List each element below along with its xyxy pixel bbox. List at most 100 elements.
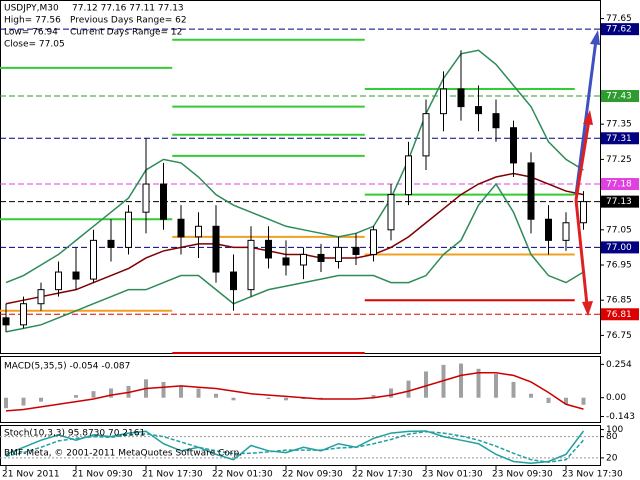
main-panel (0, 0, 601, 354)
candle-body (405, 155, 412, 196)
candle-body (90, 239, 97, 280)
y-tick-label: 20 (606, 453, 618, 463)
candle-body (20, 303, 27, 326)
macd-bar (511, 381, 516, 398)
macd-bar (284, 397, 288, 401)
high: High= 77.56 (4, 16, 61, 26)
x-tick-label: 23 Nov 01:30 (422, 470, 483, 480)
arrows (574, 30, 600, 316)
candle-body (440, 88, 447, 115)
y-tick-label: 76.85 (606, 296, 632, 306)
macd-bar (389, 388, 393, 398)
macd-bar (529, 393, 533, 398)
low: Low= 76.94 (4, 28, 58, 38)
level-box (601, 178, 639, 191)
level-label: 77.00 (606, 243, 632, 253)
candle-body (212, 225, 220, 273)
level-box (601, 132, 639, 145)
prev-range: Previous Days Range= 62 (70, 16, 187, 26)
candle-body (562, 222, 570, 241)
macd-bar (231, 397, 236, 401)
candle-body (282, 257, 290, 266)
stoch-panel (0, 425, 601, 466)
y-tick-label: 77.25 (606, 155, 632, 165)
indicator-line (5, 49, 584, 284)
level-label: 77.62 (606, 25, 632, 35)
macd-bar (581, 397, 586, 405)
y-tick-label: 76.75 (606, 331, 632, 341)
macd-bar (494, 374, 498, 398)
y-tick-label: 100 (606, 425, 623, 435)
x-tick-label: 23 Nov 17:30 (562, 470, 623, 480)
candle-body (475, 106, 482, 115)
macd-bar (214, 393, 218, 398)
macd-bar (196, 388, 201, 398)
macd-bar (4, 397, 8, 409)
y-tick-label: 80 (606, 432, 618, 442)
macd-panel (0, 356, 601, 423)
x-tick-label: 21 Nov 17:30 (142, 470, 203, 480)
y-tick-label: 77.65 (606, 14, 632, 24)
candle-body (317, 253, 325, 262)
level-box (601, 308, 639, 321)
macd-label: MACD(5,35,5) -0.054 -0.087 (4, 362, 130, 372)
level-box (601, 23, 639, 36)
level-label: 77.18 (606, 180, 632, 190)
ohlc: 77.12 77.16 77.11 77.13 (72, 4, 184, 14)
close: Close= 77.05 (4, 40, 65, 50)
macd-bar (266, 397, 271, 400)
candle-body (142, 183, 150, 213)
x-tick-label: 22 Nov 09:30 (282, 470, 343, 480)
level-label: 77.31 (606, 134, 632, 144)
y-tick-label: 77.35 (606, 120, 632, 130)
candle-body (510, 127, 517, 164)
x-tick-label: 21 Nov 09:30 (72, 470, 133, 480)
candle-body (580, 201, 587, 224)
candle-body (177, 218, 185, 238)
x-tick-label: 23 Nov 09:30 (492, 470, 553, 480)
x-tick-label: 21 Nov 2011 (2, 470, 60, 480)
cur-range: Current Days Range= 12 (70, 28, 182, 38)
copyright: BMF-Meta, © 2001-2011 MetaQuotes Softwar… (4, 449, 242, 459)
macd-bar (406, 380, 411, 398)
y-tick-label: 77.05 (606, 225, 632, 235)
macd-signal (5, 372, 584, 412)
candle-body (247, 239, 255, 291)
candle-body (370, 229, 377, 255)
x-tick-label: 22 Nov 17:30 (352, 470, 413, 480)
macd-bar (546, 397, 551, 403)
indicator-line (5, 172, 584, 305)
candle-body (2, 317, 10, 326)
candle-body (387, 194, 395, 231)
y-tick-label: 76.95 (606, 261, 632, 271)
candle-body (125, 211, 132, 248)
candle-body (422, 113, 430, 157)
candle-body (545, 218, 552, 241)
macd-bar (459, 363, 463, 398)
macd-bar (179, 385, 183, 398)
candle-body (457, 88, 465, 108)
candle-body (265, 239, 272, 259)
candle-body (72, 271, 80, 280)
y-tick-label: 0.254 (606, 360, 632, 370)
candle-body (492, 113, 500, 129)
y-tick-label: 0.00 (606, 393, 626, 403)
candle-body (527, 162, 535, 220)
level-label: 76.81 (606, 310, 632, 320)
macd-bar (21, 397, 26, 406)
macd-bar (564, 397, 568, 405)
macd-bar (161, 381, 166, 398)
indicator-line (5, 182, 584, 333)
candle-body (230, 271, 237, 291)
macd-bar (91, 391, 96, 398)
candle-body (55, 271, 62, 291)
level-box (601, 241, 639, 254)
candle-body (37, 289, 45, 305)
macd-bar (371, 395, 376, 398)
y-tick-label: -0.143 (606, 412, 635, 422)
level-box (601, 90, 639, 103)
candle-body (300, 253, 307, 266)
level-label: 77.43 (606, 92, 632, 102)
macd-bar (109, 388, 113, 398)
